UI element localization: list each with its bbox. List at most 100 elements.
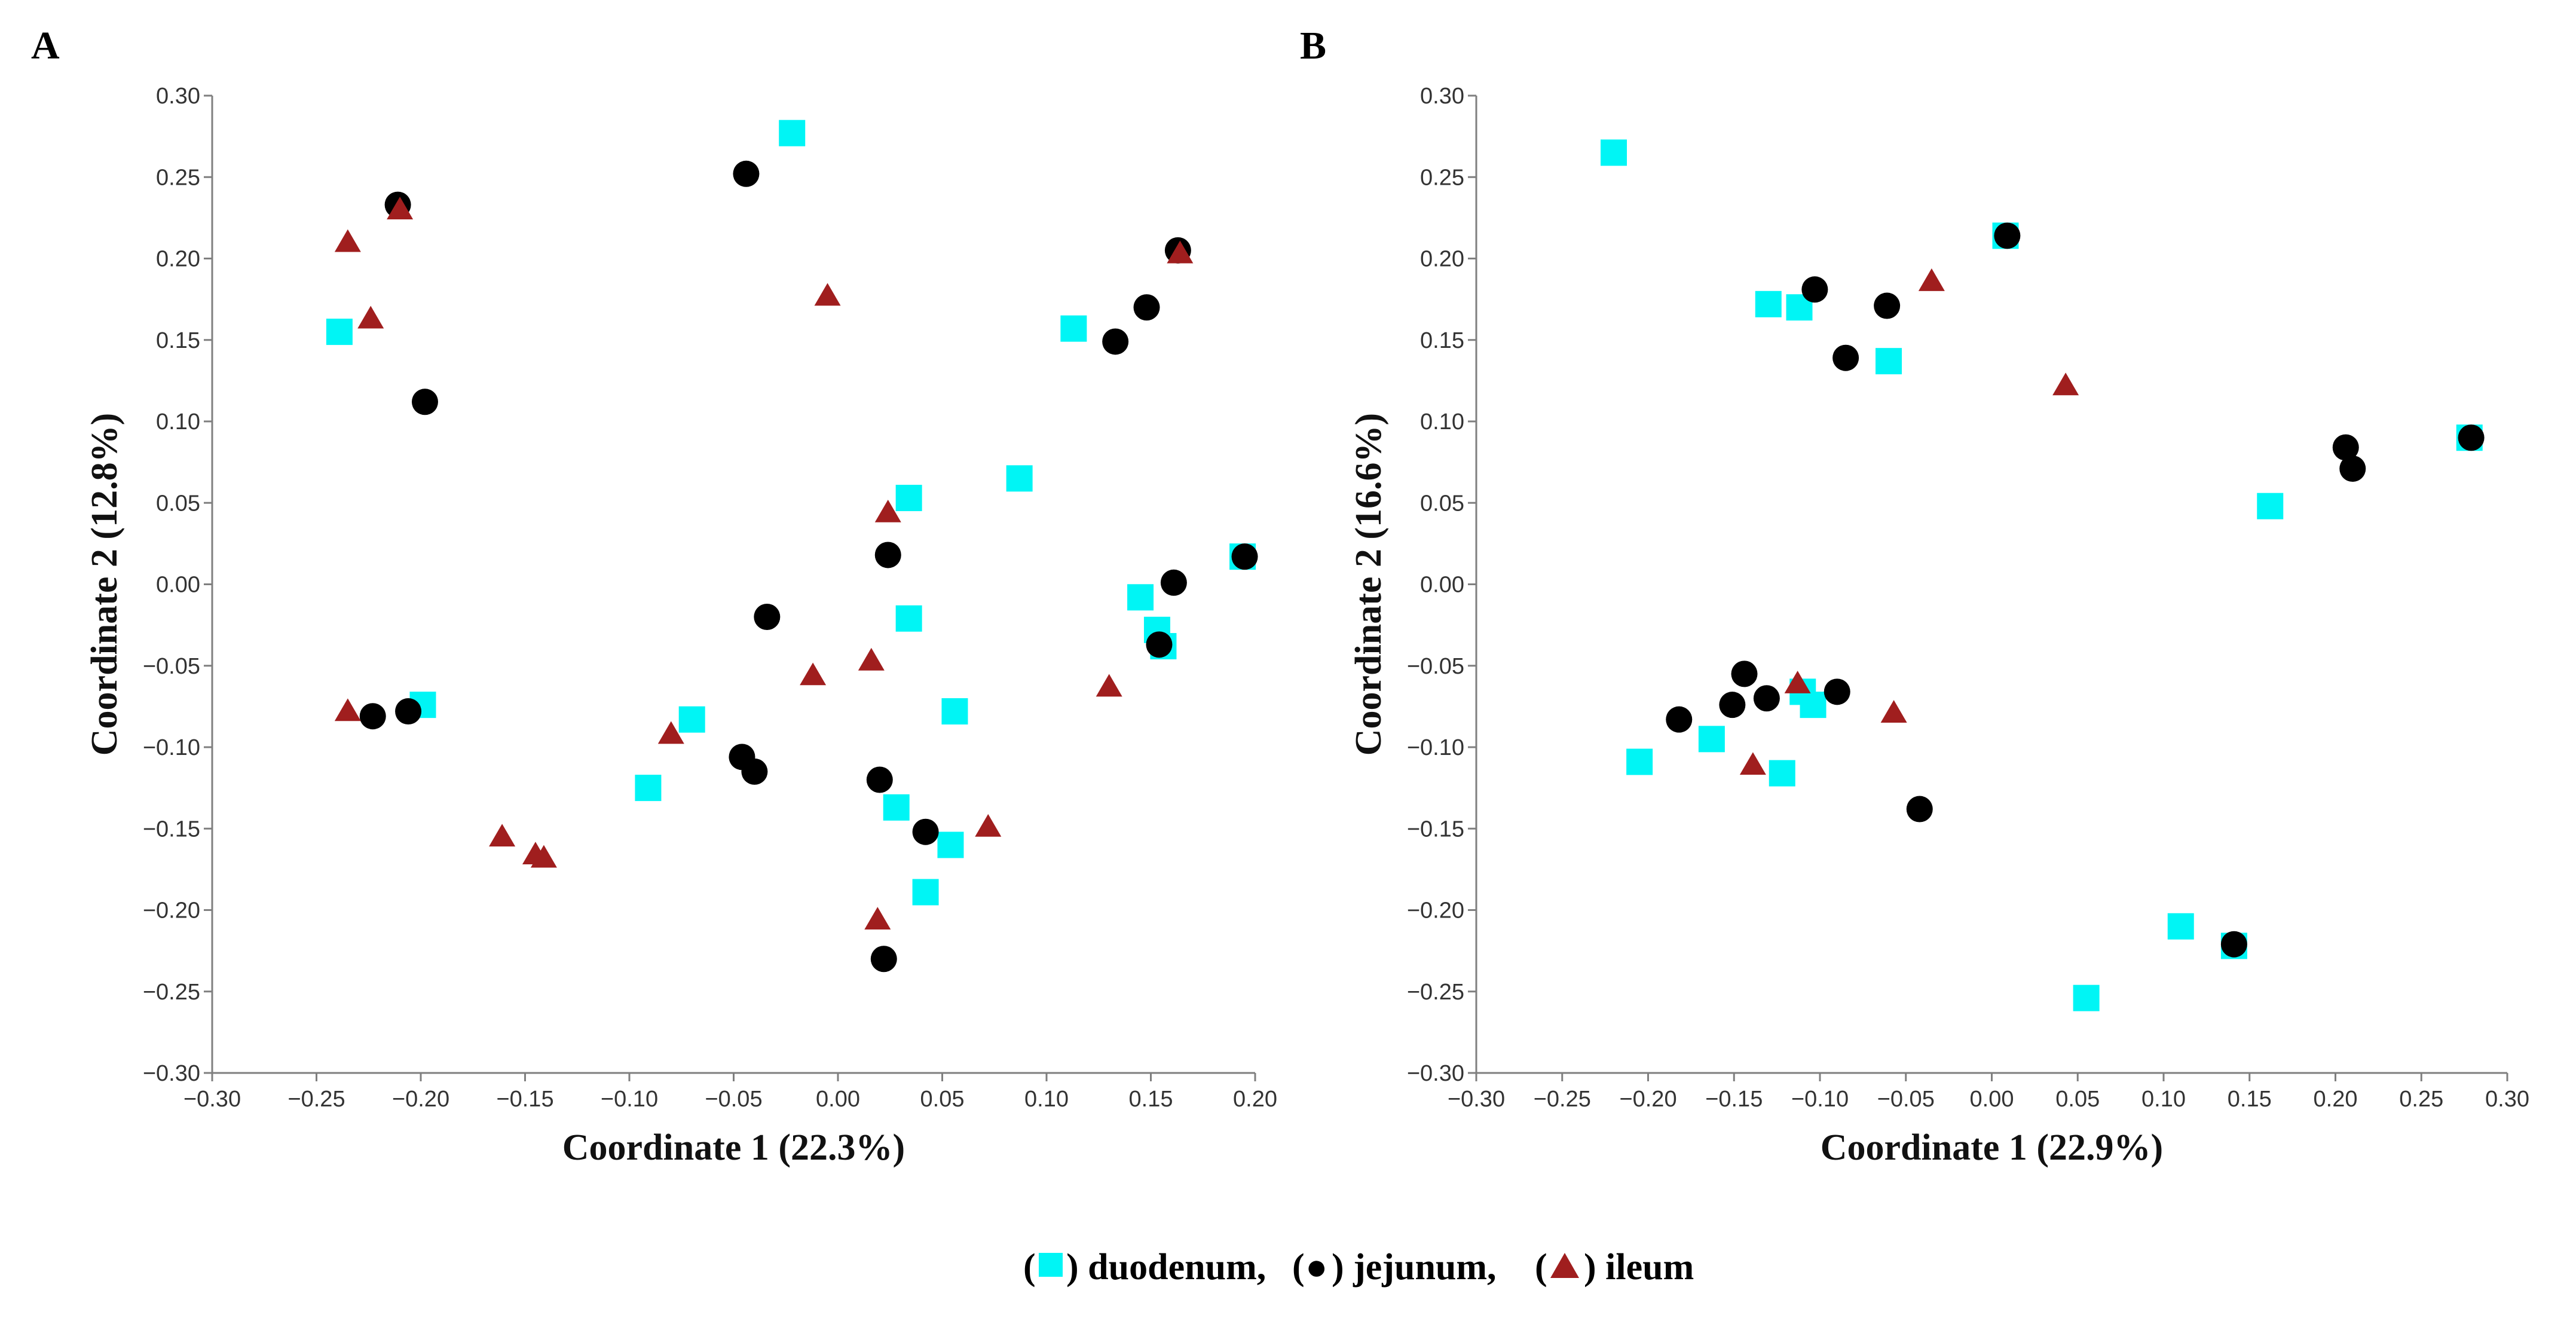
panel-a-ileum-point xyxy=(1167,240,1194,264)
panel-b-duodenum-point xyxy=(1876,348,1902,375)
panel-b-ileum-point xyxy=(1784,671,1811,693)
panel-b-jejunum-point xyxy=(2458,424,2485,451)
panel-b-jejunum-point xyxy=(1731,661,1758,687)
panel-a-x-tick-label: 0.20 xyxy=(1233,1087,1277,1112)
legend-duodenum-square-icon xyxy=(1039,1253,1063,1277)
panel-b-jejunum-point xyxy=(1719,692,1746,718)
panel-a-ileum-point xyxy=(1096,674,1122,697)
panel-a-marks xyxy=(326,120,1258,973)
panel-a-x-tick-label: −0.20 xyxy=(392,1087,449,1112)
panel-a-jejunum-point xyxy=(1102,328,1129,355)
panel-a-y-tick-label: −0.30 xyxy=(143,1061,200,1086)
panel-b-y-tick-label: 0.00 xyxy=(1420,573,1464,598)
panel-a-y-tick-label: −0.20 xyxy=(143,898,200,924)
panel-a: A −0.30 −0.25 −0.20 −0.15 −0.10 −0.05 0.00 0.05… xyxy=(31,24,1277,1168)
panel-b-x-tick-label: −0.20 xyxy=(1619,1087,1676,1112)
panel-a-jejunum-point xyxy=(1146,631,1173,658)
panel-b-x-tick-label: 0.10 xyxy=(2141,1087,2186,1112)
panel-a-x-tick-label: 0.10 xyxy=(1024,1087,1069,1112)
panel-b-jejunum-point xyxy=(1824,678,1850,705)
panel-b-y-tick-label: 0.15 xyxy=(1420,328,1464,353)
panel-a-ileum-point xyxy=(975,814,1002,837)
panel-b-jejunum-point xyxy=(1832,344,1859,371)
panel-a-y-tick-label: −0.15 xyxy=(143,817,200,842)
panel-a-x-tick-label: −0.25 xyxy=(287,1087,345,1112)
panel-a-x-tick-label: −0.15 xyxy=(496,1087,553,1112)
panel-a-ileum-point xyxy=(357,305,384,329)
panel-a-ticks: −0.30 −0.25 −0.20 −0.15 −0.10 −0.05 0.00 0.05 0.… xyxy=(143,84,1277,1112)
panel-b-jejunum-point xyxy=(2220,931,2247,958)
panel-a-ileum-point xyxy=(334,698,361,721)
panel-a-duodenum-point xyxy=(883,794,910,821)
panel-b-x-tick-label: 0.20 xyxy=(2314,1087,2358,1112)
panel-b-y-tick-label: −0.30 xyxy=(1407,1061,1464,1086)
panel-a-ileum-point xyxy=(858,647,885,671)
panel-b-y-tick-label: 0.05 xyxy=(1420,491,1464,516)
panel-a-ileum-point xyxy=(864,907,891,930)
panel-b-ileum-point xyxy=(1880,700,1907,723)
panel-b-y-tick-label: 0.20 xyxy=(1420,247,1464,272)
panel-a-jejunum-point xyxy=(866,766,893,793)
panel-b-y-tick-label: 0.25 xyxy=(1420,165,1464,190)
panel-a-jejunum-point xyxy=(1160,569,1187,596)
panel-a-ileum-point xyxy=(657,721,684,744)
panel-a-duodenum-point xyxy=(937,831,964,858)
panel-a-duodenum-point xyxy=(678,706,705,733)
panel-b-x-tick-label: 0.30 xyxy=(2485,1087,2529,1112)
panel-a-ileum-point xyxy=(800,662,827,686)
panel-a-duodenum-point xyxy=(1006,465,1033,492)
panel-a-x-tick-label: 0.05 xyxy=(920,1087,965,1112)
panel-b-y-tick-label: −0.15 xyxy=(1407,817,1464,842)
panel-b-y-tick-label: −0.10 xyxy=(1407,735,1464,760)
legend-open-ileum: ( xyxy=(1535,1247,1547,1288)
panel-a-x-axis-title: Coordinate 1 (22.3%) xyxy=(562,1127,905,1168)
panel-b-x-tick-label: −0.10 xyxy=(1791,1087,1849,1112)
legend-label-ileum: ) ileum xyxy=(1584,1247,1694,1288)
legend-ileum-triangle-icon xyxy=(1550,1253,1579,1278)
panel-a-ileum-point xyxy=(489,824,516,847)
panel-b-x-tick-label: −0.25 xyxy=(1534,1087,1591,1112)
panel-a-duodenum-point xyxy=(326,319,353,345)
panel-b-duodenum-point xyxy=(1626,748,1653,775)
panel-b-jejunum-point xyxy=(2339,455,2366,482)
panel-a-jejunum-point xyxy=(1133,294,1160,321)
panel-a-jejunum-point xyxy=(874,542,901,568)
panel-b-x-tick-label: −0.30 xyxy=(1448,1087,1505,1112)
panel-a-duodenum-point xyxy=(895,485,922,512)
legend-jejunum-circle-icon: ● xyxy=(1305,1247,1327,1288)
panel-b-x-tick-label: 0.05 xyxy=(2055,1087,2100,1112)
panel-a-jejunum-point xyxy=(1231,543,1258,570)
panel-a-ileum-point xyxy=(814,283,841,306)
legend-label-duodenum: ) duodenum, xyxy=(1066,1247,1266,1288)
panel-b-duodenum-point xyxy=(1601,139,1627,166)
panel-a-jejunum-point xyxy=(912,818,939,845)
legend-open-jejunum: ( xyxy=(1292,1247,1305,1288)
panel-b-ticks: −0.30 −0.25 −0.20 −0.15 −0.10 −0.05 0.00 0.05 0.… xyxy=(1407,84,2529,1112)
panel-a-y-tick-label: 0.10 xyxy=(156,409,200,435)
panel-a-jejunum-point xyxy=(733,160,760,187)
panel-b-duodenum-point xyxy=(2167,913,2194,940)
panel-b-ileum-point xyxy=(2052,372,2079,396)
panel-b-ileum-point xyxy=(1918,268,1945,291)
panel-a-y-tick-label: −0.10 xyxy=(143,735,200,760)
panel-b-duodenum-point xyxy=(1698,726,1725,753)
panel-a-ileum-point xyxy=(334,229,361,252)
panel-b-y-tick-label: −0.25 xyxy=(1407,980,1464,1005)
panel-b-x-tick-label: 0.15 xyxy=(2228,1087,2272,1112)
panel-b-x-axis-title: Coordinate 1 (22.9%) xyxy=(1821,1127,2163,1168)
panel-b: B −0.30 −0.25 −0.20 −0.15 −0.10 −0.05 0.00 0.05… xyxy=(1300,24,2529,1168)
panel-a-duodenum-point xyxy=(779,120,806,146)
panel-b-jejunum-point xyxy=(1874,292,1901,319)
panel-b-x-tick-label: 0.25 xyxy=(2399,1087,2443,1112)
panel-a-jejunum-point xyxy=(754,604,781,630)
panel-b-y-tick-label: 0.30 xyxy=(1420,84,1464,109)
panel-a-duodenum-point xyxy=(895,605,922,632)
panel-a-y-tick-label: 0.30 xyxy=(156,84,200,109)
panel-a-ileum-point xyxy=(387,197,414,219)
panel-a-duodenum-point xyxy=(941,698,968,725)
panel-b-jejunum-point xyxy=(1906,796,1933,822)
panel-a-x-tick-label: −0.10 xyxy=(601,1087,658,1112)
panel-b-duodenum-point xyxy=(1800,692,1827,718)
